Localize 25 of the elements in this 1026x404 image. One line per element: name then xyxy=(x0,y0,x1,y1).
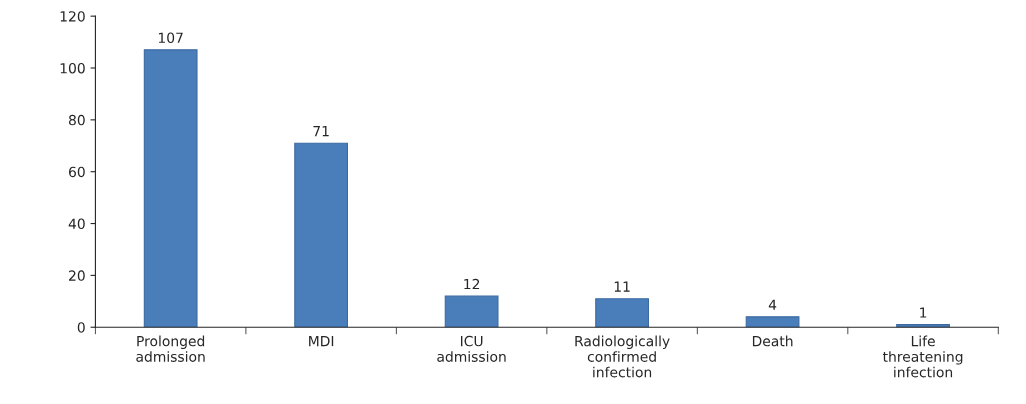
bar xyxy=(745,316,800,328)
bar xyxy=(143,49,198,328)
y-tick-label: 0 xyxy=(77,322,85,333)
y-tick-label: 120 xyxy=(60,11,85,22)
data-label: 71 xyxy=(313,126,329,137)
y-tick-label: 60 xyxy=(68,166,85,178)
x-tick-label: MDI xyxy=(309,336,334,347)
x-tick-label: ICU admission xyxy=(437,335,506,362)
bar xyxy=(896,324,950,328)
data-label: 12 xyxy=(464,278,480,290)
x-tick-label: Life threatening infection xyxy=(882,335,963,378)
bar xyxy=(444,295,499,328)
data-label: 11 xyxy=(614,281,630,292)
y-tick-label: 80 xyxy=(68,114,85,126)
data-label: 1 xyxy=(920,307,927,318)
data-label: 4 xyxy=(768,299,777,310)
y-tick-label: 100 xyxy=(60,62,85,74)
x-tick-label: Radiologically confirmed infection xyxy=(575,335,670,378)
bar xyxy=(294,142,349,328)
bar xyxy=(595,298,649,328)
y-tick-label: 40 xyxy=(68,218,85,230)
y-tick-label: 20 xyxy=(69,270,85,281)
x-tick-label: Death xyxy=(752,335,793,347)
data-label: 107 xyxy=(158,32,183,43)
x-tick-label: Prolonged admission xyxy=(136,335,205,362)
